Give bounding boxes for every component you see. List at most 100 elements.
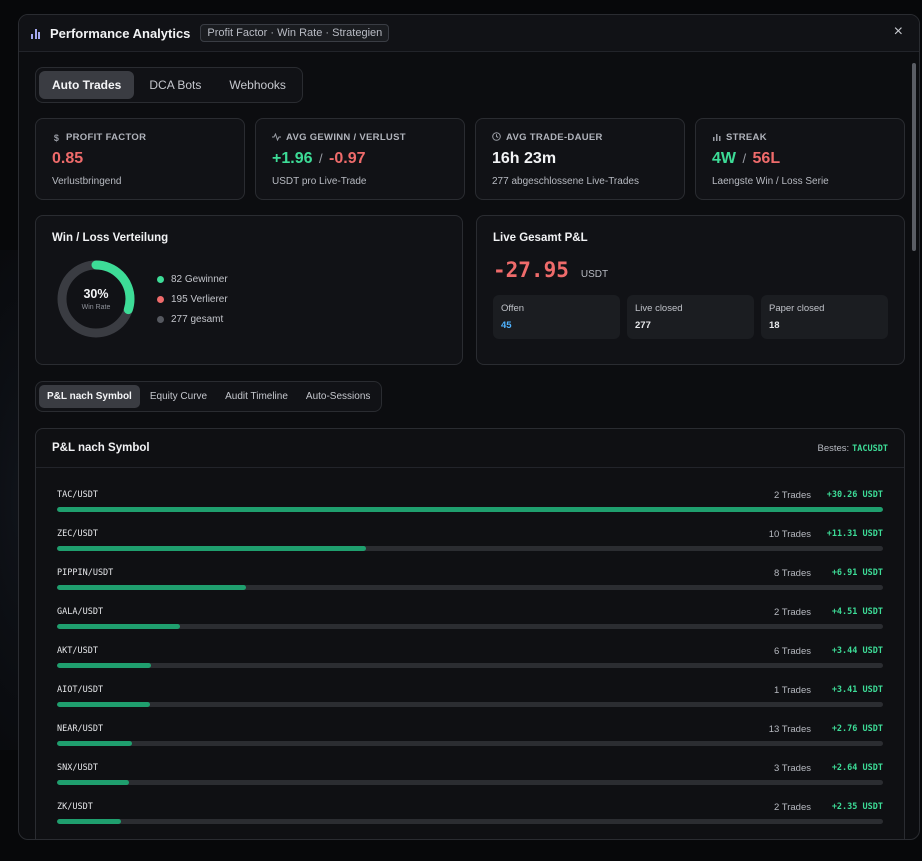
legend-losers-label: 195 Verlierer — [171, 293, 228, 305]
legend-winners-label: 82 Gewinner — [171, 273, 228, 285]
pnl-bar-fill — [57, 702, 151, 707]
pnl-bar-track — [57, 585, 883, 590]
tab-auto-trades[interactable]: Auto Trades — [39, 71, 135, 99]
pnl-by-symbol-panel: P&L nach Symbol Bestes: TACUSDT TAC/USDT 2… — [35, 428, 905, 839]
pnl-by-symbol-header: P&L nach Symbol Bestes: TACUSDT — [36, 429, 904, 468]
row-pnl: +2.76 USDT — [831, 724, 883, 734]
row-header: AKT/USDT 6 Trades +3.44 USDT — [57, 644, 883, 658]
row-pnl: +30.26 USDT — [826, 490, 883, 500]
activity-icon — [272, 132, 281, 143]
streak-loss: 56L — [752, 150, 781, 167]
live-pnl-unit: USDT — [580, 269, 609, 280]
row-trades: 2 Trades — [774, 606, 811, 618]
row-trades: 13 Trades — [768, 723, 811, 735]
best-label: Bestes: — [817, 442, 850, 454]
win-loss-panel: Win / Loss Verteilung 30% Win Rate — [35, 215, 463, 365]
donut-center: 30% Win Rate — [57, 260, 135, 338]
pnl-bar-track — [57, 663, 883, 668]
performance-analytics-modal: Performance Analytics Profit Factor · Wi… — [18, 14, 920, 840]
table-row: TAC/USDT 2 Trades +30.26 USDT — [57, 488, 883, 527]
row-header: ZK/USDT 2 Trades +2.35 USDT — [57, 800, 883, 814]
pnl-bar-track — [57, 819, 883, 824]
profit-factor-label: $ PROFIT FACTOR — [52, 132, 228, 143]
win-rate-percent: 30% — [83, 287, 109, 301]
row-pnl: +3.41 USDT — [831, 685, 883, 695]
pnl-bar-fill — [57, 663, 151, 668]
row-trades: 1 Trades — [774, 684, 811, 696]
pnl-bar-fill — [57, 546, 366, 551]
analysis-tabs: P&L nach Symbol Equity Curve Audit Timel… — [35, 381, 383, 412]
donut-win-arc — [57, 260, 135, 338]
row-trades: 2 Trades — [774, 489, 811, 501]
total-dot — [157, 315, 164, 323]
pnl-mini-cards: Offen 45 Live closed 277 Paper closed 18 — [493, 295, 888, 339]
table-row: AKT/USDT 6 Trades +3.44 USDT — [57, 644, 883, 683]
best-symbol: Bestes: TACUSDT — [817, 443, 888, 454]
tab-dca-bots[interactable]: DCA Bots — [149, 78, 202, 92]
table-row: PIPPIN/USDT 8 Trades +6.91 USDT — [57, 566, 883, 605]
row-trades: 8 Trades — [774, 567, 811, 579]
live-pnl-value: -27.95 — [493, 258, 569, 282]
profit-factor-note: Verlustbringend — [52, 176, 122, 187]
live-closed-label: Live closed — [635, 303, 683, 314]
row-symbol: PIPPIN/USDT — [57, 568, 114, 578]
avg-win-loss-label-text: AVG GEWINN / VERLUST — [286, 132, 406, 143]
live-closed-value: 277 — [635, 320, 651, 331]
pnl-bar-fill — [57, 780, 130, 785]
table-row: GALA/USDT 2 Trades +4.51 USDT — [57, 605, 883, 644]
winners-dot — [157, 275, 164, 283]
pnl-bar-fill — [57, 507, 883, 512]
modal-subtitle-badge: Profit Factor · Win Rate · Strategien — [200, 24, 390, 42]
row-trades: 2 Trades — [774, 801, 811, 813]
open-value: 45 — [501, 320, 512, 331]
live-pnl-title: Live Gesamt P&L — [493, 232, 588, 244]
avg-separator: / — [318, 151, 323, 166]
row-symbol: GALA/USDT — [57, 607, 104, 617]
avg-duration-card: AVG TRADE-DAUER 16h 23m 277 abgeschlosse… — [475, 118, 685, 200]
tab-audit-timeline[interactable]: Audit Timeline — [225, 391, 288, 402]
avg-duration-value: 16h 23m — [492, 150, 557, 167]
avg-win-value: +1.96 — [272, 150, 313, 167]
streak-note: Laengste Win / Loss Serie — [712, 176, 829, 187]
best-symbol-value: TACUSDT — [852, 443, 888, 454]
analytics-icon — [31, 27, 43, 39]
pnl-bar-fill — [57, 819, 122, 824]
pnl-bar-track — [57, 546, 883, 551]
tab-auto-sessions[interactable]: Auto-Sessions — [305, 391, 371, 402]
row-symbol: NEAR/USDT — [57, 724, 104, 734]
row-pnl: +3.44 USDT — [831, 646, 883, 656]
row-trades: 10 Trades — [768, 528, 811, 540]
dollar-icon: $ — [53, 132, 60, 143]
clock-icon — [492, 132, 501, 143]
row-header: GALA/USDT 2 Trades +4.51 USDT — [57, 605, 883, 619]
avg-win-loss-note: USDT pro Live-Trade — [272, 176, 367, 187]
symbol-rows: TAC/USDT 2 Trades +30.26 USDT ZEC/USDT 10 Tr… — [36, 468, 904, 839]
avg-loss-value: -0.97 — [329, 150, 366, 167]
losers-dot — [157, 295, 164, 303]
tab-equity-curve[interactable]: Equity Curve — [149, 391, 208, 402]
scrollbar[interactable] — [912, 63, 916, 251]
pnl-bar-track — [57, 741, 883, 746]
row-pnl: +2.35 USDT — [831, 802, 883, 812]
table-row: ZEC/USDT 10 Trades +11.31 USDT — [57, 527, 883, 566]
modal-content: Auto Trades DCA Bots Webhooks $ PROFIT F… — [35, 67, 905, 839]
pnl-bar-fill — [57, 624, 181, 629]
profit-factor-card: $ PROFIT FACTOR 0.85 Verlustbringend — [35, 118, 245, 200]
close-icon[interactable]: × — [893, 23, 903, 40]
tab-pnl-by-symbol[interactable]: P&L nach Symbol — [39, 385, 140, 408]
tab-webhooks[interactable]: Webhooks — [229, 78, 286, 92]
live-pnl-value-row: -27.95 USDT — [493, 258, 888, 282]
win-loss-chart: 30% Win Rate 82 Gewinner 195 Verlierer — [52, 260, 446, 338]
pnl-bar-track — [57, 780, 883, 785]
row-symbol: SNX/USDT — [57, 763, 98, 773]
mid-row: Win / Loss Verteilung 30% Win Rate — [35, 215, 905, 365]
win-rate-label: Win Rate — [81, 304, 111, 311]
win-loss-title: Win / Loss Verteilung — [52, 232, 169, 244]
row-header: ZEC/USDT 10 Trades +11.31 USDT — [57, 527, 883, 541]
legend-total: 277 gesamt — [157, 314, 228, 325]
paper-closed-card: Paper closed 18 — [761, 295, 888, 339]
pnl-by-symbol-title: P&L nach Symbol — [52, 442, 150, 454]
open-card: Offen 45 — [493, 295, 620, 339]
row-pnl: +6.91 USDT — [831, 568, 883, 578]
streak-card: STREAK 4W / 56L Laengste Win / Loss Seri… — [695, 118, 905, 200]
